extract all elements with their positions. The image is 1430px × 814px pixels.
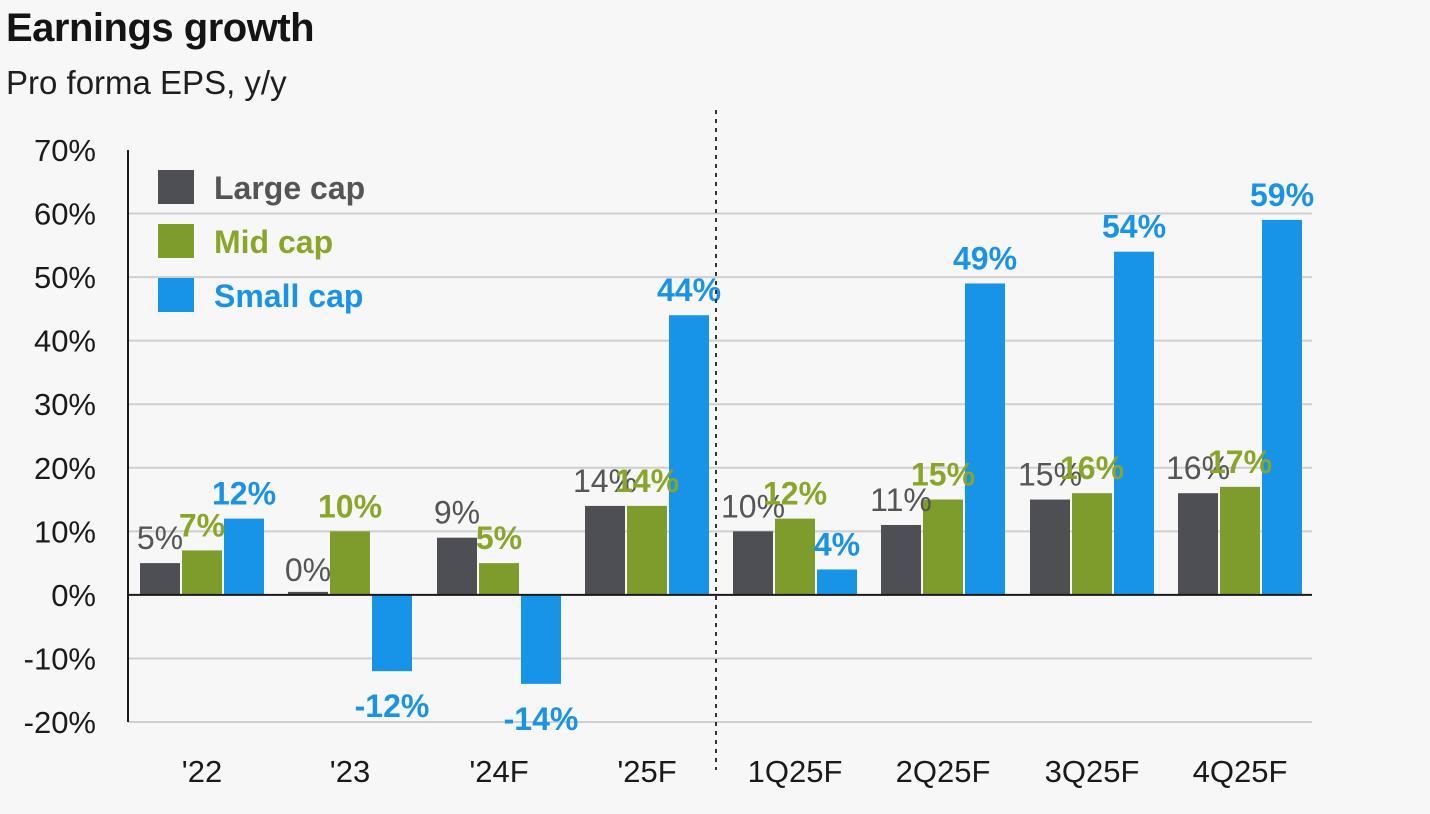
x-category-label: '24F	[469, 754, 528, 789]
small-cap-data-label: 54%	[1102, 209, 1166, 245]
small-cap-bar	[224, 518, 264, 595]
y-tick-label: 20%	[34, 451, 96, 486]
x-category-label: '23	[330, 754, 370, 789]
mid-cap-bar	[479, 563, 519, 595]
y-tick-label: -20%	[24, 705, 96, 740]
large-cap-data-label: 9%	[434, 495, 480, 531]
x-category-label: '25F	[617, 754, 676, 789]
small-cap-bar	[1114, 251, 1154, 595]
small-cap-data-label: 4%	[814, 526, 860, 562]
mid-cap-data-label: 16%	[1060, 450, 1124, 486]
axes	[127, 110, 1312, 770]
mid-cap-data-label: 10%	[318, 488, 382, 524]
y-tick-label: 0%	[51, 578, 96, 613]
y-axis-ticks: -20% -10% 0% 10% 20% 30% 40% 50% 60% 70%	[24, 133, 96, 740]
small-cap-data-label: 44%	[657, 272, 721, 308]
small-cap-legend-label: Small cap	[214, 278, 363, 314]
mid-cap-bar	[923, 499, 963, 595]
legend: Large cap Mid cap Small cap	[158, 170, 365, 314]
mid-cap-data-label: 17%	[1208, 444, 1272, 480]
y-tick-label: 10%	[34, 514, 96, 549]
mid-cap-bar	[182, 550, 222, 595]
mid-cap-bar	[775, 518, 815, 595]
small-cap-bar	[817, 569, 857, 595]
large-cap-bar	[437, 537, 477, 595]
mid-cap-data-label: 12%	[763, 476, 827, 512]
large-cap-bar	[733, 531, 773, 595]
y-tick-label: 50%	[34, 260, 96, 295]
small-cap-bar	[521, 594, 561, 684]
large-cap-data-label: 0%	[285, 552, 331, 588]
y-tick-label: 40%	[34, 324, 96, 359]
mid-cap-data-label: 15%	[911, 457, 975, 493]
large-cap-bar	[1030, 499, 1070, 595]
bars	[140, 219, 1302, 684]
mid-cap-bar	[330, 531, 370, 595]
small-cap-bar	[669, 315, 709, 595]
small-cap-bar	[965, 283, 1005, 595]
x-category-label: 4Q25F	[1193, 754, 1288, 789]
chart-subtitle: Pro forma EPS, y/y	[6, 64, 287, 101]
y-tick-label: 60%	[34, 197, 96, 232]
large-cap-bar	[140, 563, 180, 595]
large-cap-bar	[881, 524, 921, 595]
small-cap-data-label: 49%	[953, 240, 1017, 276]
chart-title: Earnings growth	[6, 6, 315, 50]
mid-cap-bar	[627, 505, 667, 595]
large-cap-data-label: 14%	[573, 463, 637, 499]
mid-cap-legend-swatch	[158, 224, 194, 258]
small-cap-data-label: -12%	[355, 688, 430, 724]
x-axis-categories: '22 '23 '24F '25F 1Q25F 2Q25F 3Q25F 4Q25F	[182, 754, 1288, 789]
x-category-label: 1Q25F	[748, 754, 843, 789]
mid-cap-bar	[1220, 486, 1260, 595]
small-cap-bar	[372, 594, 412, 672]
large-cap-bar	[585, 505, 625, 595]
x-category-label: 2Q25F	[896, 754, 991, 789]
mid-cap-bar	[1072, 493, 1112, 595]
mid-cap-legend-label: Mid cap	[214, 224, 333, 260]
small-cap-bar	[1262, 219, 1302, 595]
small-cap-data-label: 59%	[1250, 177, 1314, 213]
mid-cap-data-label: 14%	[615, 463, 679, 499]
large-cap-bar	[1178, 493, 1218, 595]
large-cap-data-label: 15%	[1018, 457, 1082, 493]
large-cap-data-label: 16%	[1166, 450, 1230, 486]
x-category-label: '22	[182, 754, 222, 789]
y-tick-label: 30%	[34, 387, 96, 422]
y-tick-label: 70%	[34, 133, 96, 168]
data-labels: 5%0%9%14%10% 11%15% 16%7%10%5%14% 12%15% 16%…	[137, 177, 1314, 737]
small-cap-data-label: -14%	[504, 701, 579, 737]
large-cap-bar	[288, 591, 328, 595]
small-cap-legend-swatch	[158, 278, 194, 312]
small-cap-data-label: 12%	[212, 476, 276, 512]
y-tick-label: -10%	[24, 641, 96, 676]
large-cap-data-label: 10%	[721, 488, 785, 524]
mid-cap-data-label: 5%	[476, 520, 522, 556]
mid-cap-data-label: 7%	[179, 507, 225, 543]
large-cap-data-label: 11%	[870, 482, 932, 518]
x-category-label: 3Q25F	[1045, 754, 1140, 789]
large-cap-legend-swatch	[158, 170, 194, 204]
large-cap-data-label: 5%	[137, 520, 183, 556]
large-cap-legend-label: Large cap	[214, 170, 365, 206]
